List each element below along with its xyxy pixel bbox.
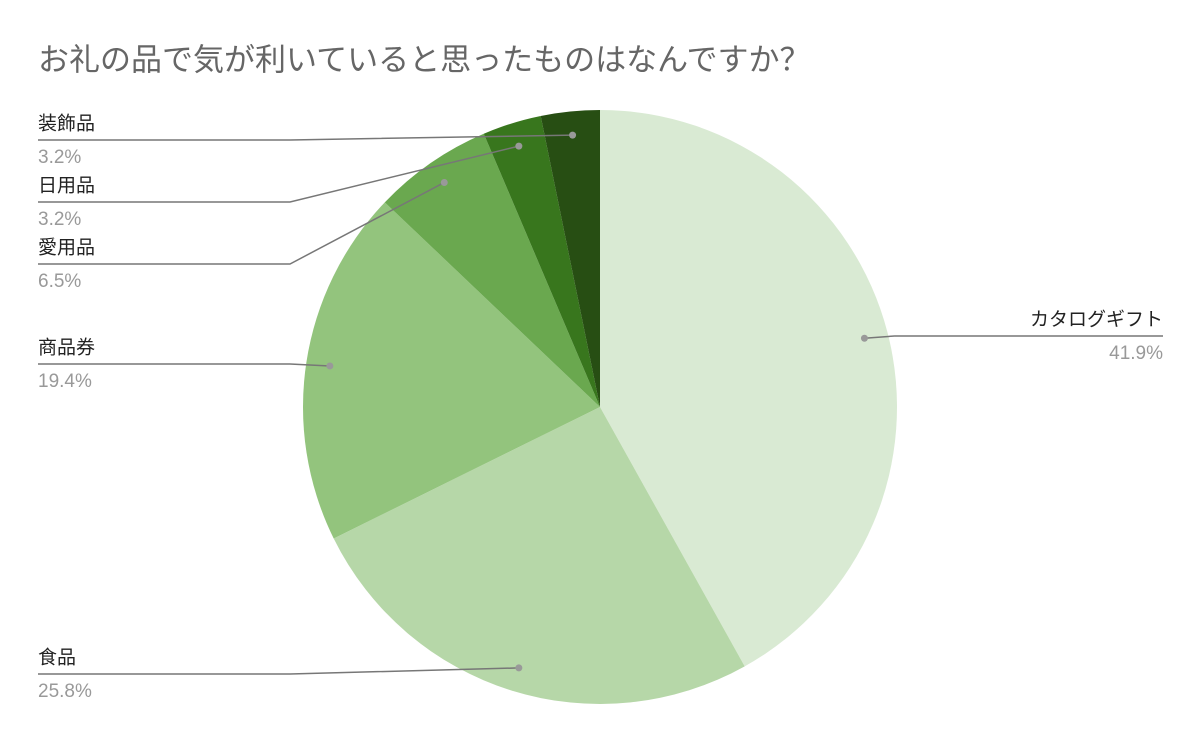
leader-dot — [440, 178, 448, 186]
pie-slice — [600, 110, 897, 667]
leader-dot — [515, 142, 523, 150]
leader-dot — [515, 664, 523, 672]
pie-slice — [384, 133, 600, 407]
leader-line — [38, 667, 519, 675]
leader-dot — [569, 131, 577, 139]
slice-value-label: 3.2% — [38, 209, 81, 230]
pie-slice — [302, 202, 600, 539]
leader-dot — [860, 334, 868, 342]
slice-value-label: 41.9% — [1109, 343, 1163, 364]
leader-line — [38, 181, 445, 265]
leader-line — [864, 335, 1163, 339]
leader-dot — [326, 362, 334, 370]
slice-label: 愛用品 — [38, 237, 95, 259]
leader-line — [38, 134, 573, 141]
chart-title: お礼の品で気が利いていると思ったものはなんですか？ — [38, 43, 811, 79]
slice-label: 日用品 — [38, 175, 95, 197]
slice-label: 装飾品 — [38, 113, 95, 135]
slice-label: 商品券 — [38, 337, 95, 359]
slice-value-label: 6.5% — [38, 271, 81, 292]
leader-line — [38, 363, 330, 367]
pie-slice — [540, 110, 600, 407]
slice-label: 食品 — [38, 647, 76, 669]
leader-line — [38, 145, 520, 203]
slice-value-label: 19.4% — [38, 371, 92, 392]
pie-slice — [483, 115, 600, 408]
slice-value-label: 25.8% — [38, 681, 92, 702]
slice-label: カタログギフト — [1030, 309, 1163, 331]
slice-value-label: 3.2% — [38, 147, 81, 168]
pie-slice — [333, 407, 745, 704]
